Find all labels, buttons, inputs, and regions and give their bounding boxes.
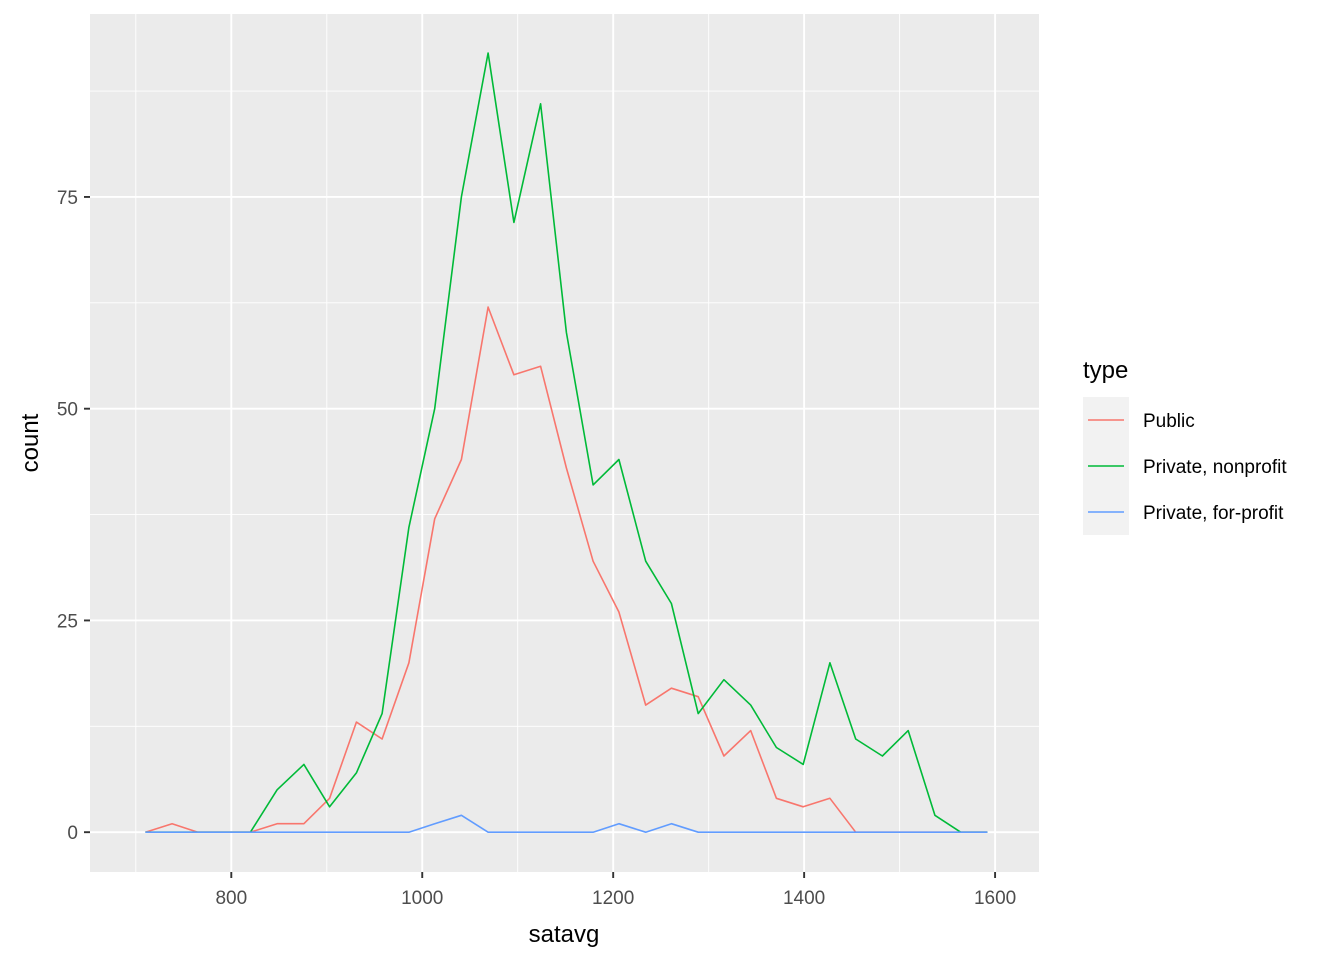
series-line-2 [145, 814, 988, 834]
series-line-1 [145, 52, 988, 834]
x-tick-label: 800 [215, 888, 247, 909]
y-axis: 0 25 50 75 [57, 188, 90, 844]
legend-title: type [1083, 357, 1128, 384]
plot-panel [90, 14, 1039, 872]
major-gridlines [90, 14, 1039, 872]
x-tick-label: 1000 [401, 888, 443, 909]
x-tick-label: 1400 [783, 888, 825, 909]
legend: type Public Private, nonprofit Private, fo… [1083, 357, 1287, 535]
y-tick-label: 25 [57, 611, 78, 632]
series-lines [145, 52, 988, 834]
y-tick-label: 50 [57, 400, 78, 421]
x-tick-label: 1200 [592, 888, 634, 909]
legend-label-0: Public [1143, 411, 1195, 432]
x-axis-title: satavg [529, 921, 600, 948]
x-axis: 800 1000 1200 1400 1600 [215, 872, 1016, 909]
y-tick-label: 0 [67, 823, 78, 844]
x-tick-label: 1600 [974, 888, 1016, 909]
legend-label-1: Private, nonprofit [1143, 457, 1287, 478]
series-line-0 [145, 306, 988, 834]
minor-gridlines [90, 14, 1039, 872]
y-axis-title: count [17, 413, 44, 472]
legend-items: Public Private, nonprofit Private, for-pro… [1083, 397, 1287, 535]
y-tick-label: 75 [57, 188, 78, 209]
legend-label-2: Private, for-profit [1143, 503, 1284, 524]
